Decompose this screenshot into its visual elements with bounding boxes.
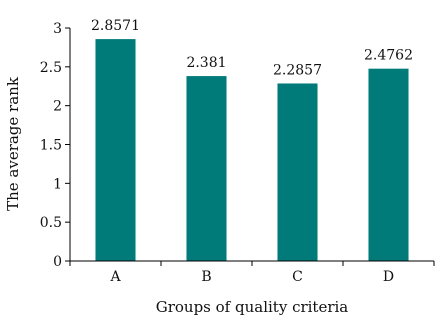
y-tick-label: 1.5 — [40, 138, 62, 154]
bar-C — [277, 83, 318, 261]
data-label-D: 2.4762 — [364, 48, 413, 64]
x-tick-label-D: D — [383, 269, 394, 285]
y-axis-title: The average rank — [4, 76, 22, 211]
x-tick-label-B: B — [201, 269, 211, 285]
y-tick-label: 2 — [53, 99, 62, 115]
bars-group: 2.8571 2.381 2.2857 2.4762 — [91, 18, 413, 262]
data-label-A: 2.8571 — [91, 18, 140, 34]
x-axis: A B C D — [69, 260, 435, 285]
bar-B — [186, 76, 227, 261]
x-tick-label-A: A — [109, 269, 121, 285]
bar-D — [368, 68, 409, 262]
y-axis: 0 0.5 1 1.5 2 2.5 3 — [40, 21, 71, 270]
y-tick-label: 0.5 — [40, 215, 62, 231]
data-label-C: 2.2857 — [273, 62, 322, 78]
y-tick-label: 0 — [53, 254, 62, 270]
y-tick-label: 2.5 — [40, 60, 62, 76]
y-tick-label: 3 — [53, 21, 62, 37]
x-axis-title: Groups of quality criteria — [156, 298, 349, 316]
y-tick-label: 1 — [53, 176, 62, 192]
x-tick-label-C: C — [292, 269, 303, 285]
bar-A — [95, 39, 136, 261]
data-label-B: 2.381 — [186, 55, 226, 71]
